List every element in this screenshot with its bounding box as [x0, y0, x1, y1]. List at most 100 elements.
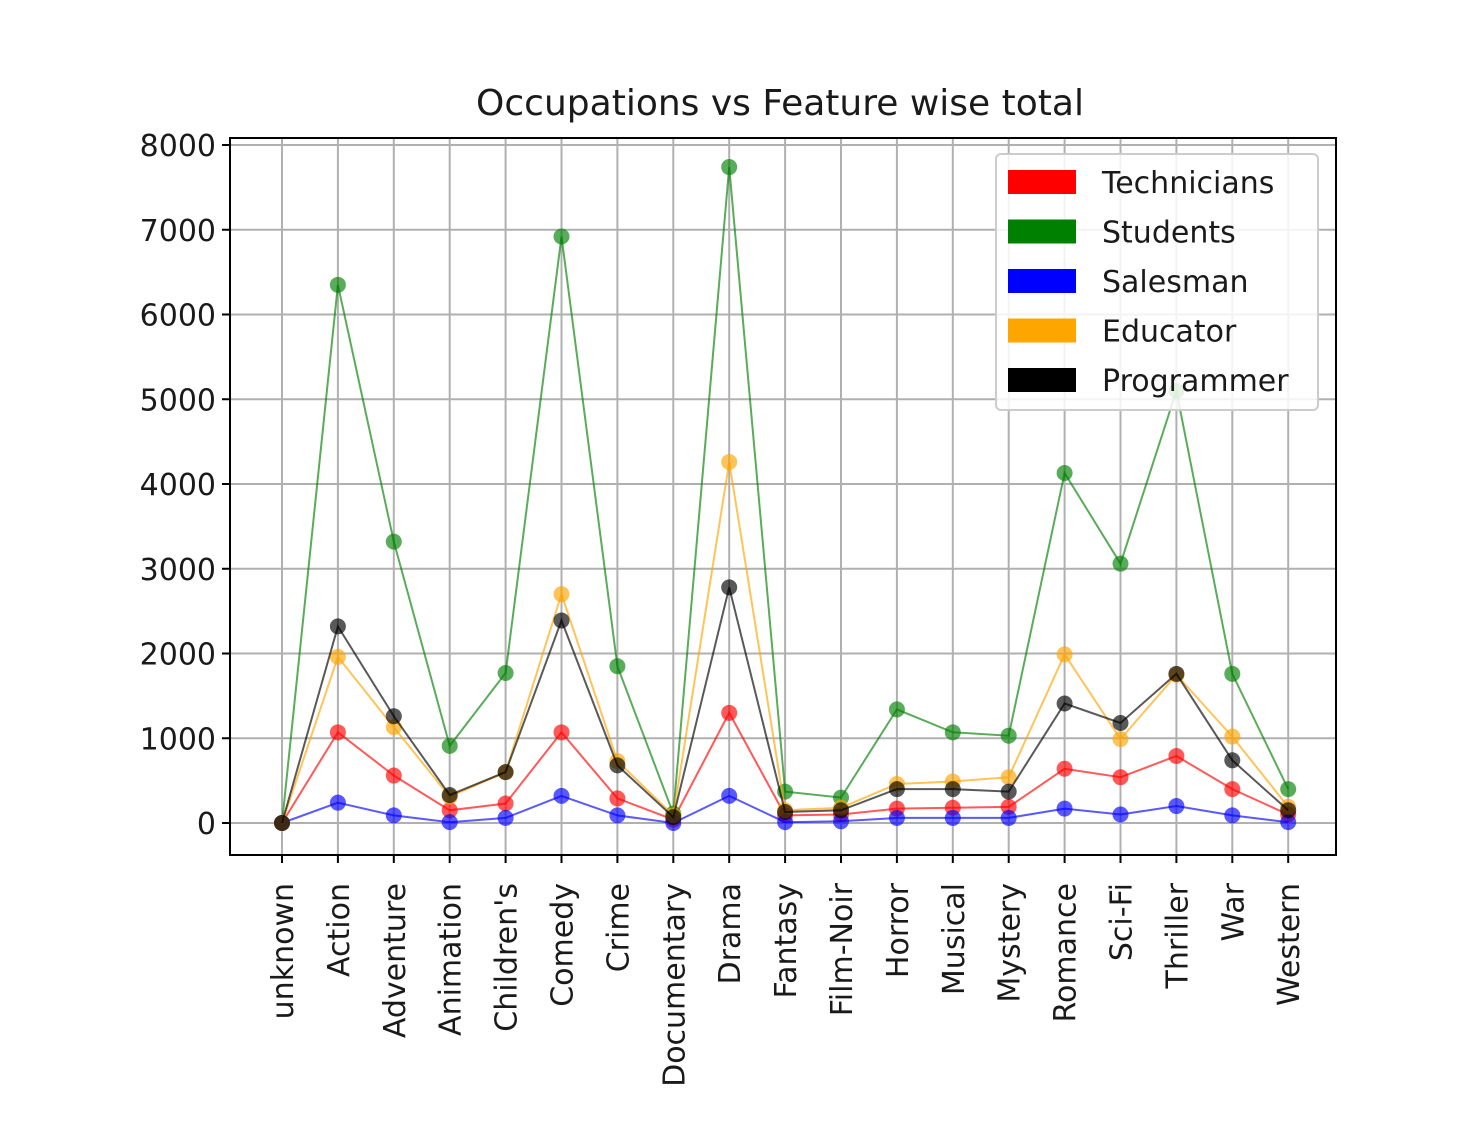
x-axis: unknown Action Adventure Animation Children'… [266, 855, 1307, 1087]
x-tick-label: Musical [937, 883, 972, 995]
x-tick-label: Comedy [546, 883, 581, 1007]
data-point [1112, 806, 1129, 823]
data-point [497, 795, 514, 812]
legend-swatch [1008, 170, 1076, 194]
legend-label: Salesman [1102, 265, 1248, 300]
y-tick-label: 3000 [140, 553, 216, 588]
data-point [385, 533, 402, 550]
x-tick-label: Crime [601, 883, 636, 972]
series-programmer [274, 579, 1297, 831]
data-point [1000, 783, 1017, 800]
data-point [1112, 555, 1129, 572]
data-point [1224, 807, 1241, 824]
data-point [553, 228, 570, 245]
legend-swatch [1008, 318, 1076, 343]
data-point [1224, 665, 1241, 682]
data-point [888, 781, 905, 798]
data-point [385, 767, 402, 784]
y-tick-label: 5000 [140, 383, 216, 418]
data-point [1280, 814, 1297, 831]
legend-label: Programmer [1102, 364, 1289, 399]
y-axis: 0 1000 2000 3000 4000 5000 6000 7000 8000 [140, 129, 230, 842]
data-point [1056, 695, 1073, 712]
data-point [1056, 646, 1073, 663]
data-point [1056, 800, 1073, 817]
data-point [1112, 714, 1129, 731]
x-tick-label: Horror [881, 882, 916, 978]
x-tick-label: Action [322, 883, 357, 977]
data-point [888, 809, 905, 826]
legend-swatch [1008, 219, 1076, 244]
data-point [1224, 781, 1241, 798]
data-point [329, 618, 346, 635]
data-point [1112, 769, 1129, 786]
data-point [833, 813, 849, 830]
data-point [385, 708, 402, 725]
data-point [497, 809, 514, 826]
data-point [1000, 727, 1017, 744]
data-point [721, 453, 738, 470]
data-point [329, 724, 346, 741]
data-point [441, 787, 458, 804]
y-tick-label: 8000 [140, 129, 216, 164]
y-tick-label: 2000 [140, 638, 216, 673]
data-point [553, 787, 570, 804]
data-point [497, 664, 514, 681]
data-point [441, 814, 458, 831]
data-point [1224, 728, 1241, 745]
data-point [441, 737, 458, 754]
x-tick-label: Animation [434, 883, 469, 1036]
data-point [441, 802, 458, 819]
data-point [329, 794, 346, 811]
data-point [944, 809, 961, 826]
data-point [553, 612, 570, 629]
data-point [329, 276, 346, 293]
data-point [1056, 464, 1073, 481]
data-point [721, 704, 738, 721]
data-point [777, 803, 794, 820]
x-tick-label: Drama [713, 883, 748, 984]
data-point [944, 781, 961, 798]
plot-frame [229, 137, 1337, 856]
data-point [1280, 802, 1297, 819]
data-point [1280, 781, 1297, 798]
y-tick-label: 6000 [140, 299, 216, 334]
data-point [1168, 798, 1185, 815]
data-point [553, 724, 570, 741]
data-point [1168, 665, 1185, 682]
data-point [888, 701, 905, 718]
x-tick-label: unknown [266, 883, 301, 1019]
chart-title: Occupations vs Feature wise total [476, 83, 1084, 124]
data-point [721, 159, 738, 176]
data-point [609, 790, 626, 807]
y-tick-label: 1000 [140, 722, 216, 757]
data-point [274, 815, 290, 831]
x-tick-label: Documentary [657, 883, 692, 1087]
data-point [1112, 731, 1129, 748]
data-point [385, 807, 402, 824]
data-point [665, 809, 682, 826]
data-point [609, 807, 626, 824]
data-point [553, 586, 570, 603]
data-point [329, 648, 346, 665]
legend-label: Technicians [1101, 166, 1274, 201]
legend-swatch [1008, 269, 1076, 293]
data-point [1000, 809, 1017, 826]
x-tick-label: Fantasy [769, 883, 804, 998]
x-tick-label: War [1216, 882, 1251, 941]
data-point [944, 724, 961, 741]
x-tick-label: Children's [490, 883, 525, 1032]
legend: Technicians Students Salesman Educator Progr… [995, 153, 1319, 411]
y-tick-label: 4000 [140, 468, 216, 503]
legend-box [995, 153, 1319, 411]
data-point [833, 802, 849, 819]
data-point [721, 787, 738, 804]
x-tick-label: Thriller [1160, 882, 1195, 989]
x-tick-label: Western [1272, 883, 1307, 1006]
x-tick-label: Sci-Fi [1105, 883, 1140, 961]
legend-label: Students [1102, 216, 1236, 251]
data-point [1056, 760, 1073, 777]
data-point [721, 579, 738, 596]
x-tick-label: Mystery [993, 883, 1028, 1003]
